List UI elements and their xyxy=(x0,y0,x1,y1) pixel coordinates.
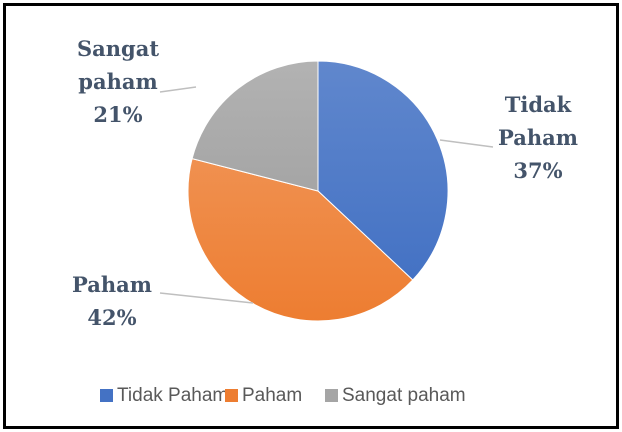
legend-label: Paham xyxy=(242,385,302,406)
legend-swatch xyxy=(325,389,338,402)
pie-slice xyxy=(187,158,414,322)
data-label-value: 21% xyxy=(93,102,143,127)
data-label-category: Tidak Paham xyxy=(498,92,578,150)
legend-swatch xyxy=(100,389,113,402)
pie-slice xyxy=(191,60,319,192)
data-label: Tidak Paham 37% xyxy=(478,88,598,187)
data-label-category: Paham xyxy=(72,272,152,297)
data-label-category: Sangat paham xyxy=(76,36,160,94)
leader-line xyxy=(439,139,494,148)
legend-swatch xyxy=(225,389,238,402)
data-label: Sangat paham 21% xyxy=(58,32,178,131)
data-label-value: 42% xyxy=(87,305,137,330)
data-label: Paham 42% xyxy=(52,268,172,334)
pie-slice xyxy=(317,60,449,281)
leader-line xyxy=(159,292,254,304)
data-label-value: 37% xyxy=(513,158,563,183)
leader-line xyxy=(159,86,197,93)
legend-label: Sangat paham xyxy=(342,385,466,406)
legend-label: Tidak Paham xyxy=(117,385,228,406)
chart-border xyxy=(3,3,619,429)
